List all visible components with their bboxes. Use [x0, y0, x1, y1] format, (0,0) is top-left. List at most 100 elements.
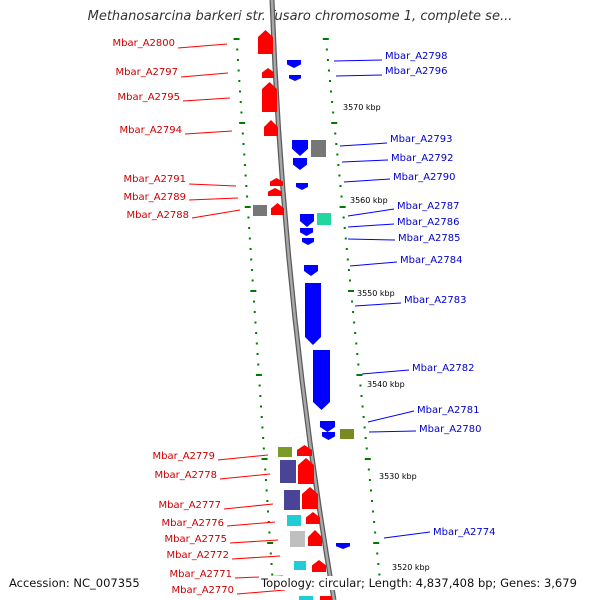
gene-label: Mbar_A2782	[412, 363, 475, 374]
label-leader	[223, 503, 274, 510]
left-tick	[254, 321, 257, 324]
label-leader	[347, 208, 395, 217]
left-tick	[261, 426, 264, 429]
scale-label: 3570 kbp	[343, 103, 381, 112]
gene-label: Mbar_A2796	[385, 66, 448, 77]
right-tick	[325, 48, 328, 51]
label-leader	[182, 97, 231, 102]
reverse-gene	[304, 265, 318, 276]
left-tick	[245, 185, 248, 187]
right-tick	[342, 216, 345, 219]
left-tick	[239, 122, 246, 124]
left-tick	[249, 248, 252, 250]
right-tick	[346, 258, 349, 261]
right-tick	[348, 279, 351, 282]
gene-label: Mbar_A2778	[154, 470, 217, 481]
scale-label: 3560 kbp	[350, 196, 388, 205]
right-tick	[331, 101, 334, 103]
right-tick	[368, 479, 371, 481]
other-feature	[284, 490, 300, 510]
forward-gene	[271, 203, 284, 215]
gene-label: Mbar_A2770	[171, 585, 234, 596]
label-leader	[180, 72, 229, 78]
left-tick	[239, 101, 242, 103]
left-tick	[250, 290, 257, 292]
summary-text: Topology: circular; Length: 4,837,408 bp…	[259, 576, 579, 590]
right-tick	[339, 185, 342, 187]
label-leaders	[177, 43, 431, 595]
map-title: Methanosarcina barkeri str. fusaro chrom…	[87, 9, 513, 24]
right-tick	[374, 531, 377, 534]
label-leader	[236, 589, 286, 595]
right-tick	[337, 164, 340, 166]
right-tick	[330, 90, 333, 93]
right-tick	[326, 59, 329, 61]
label-leader	[368, 430, 417, 433]
reverse-gene	[336, 543, 350, 549]
left-tick	[264, 479, 267, 481]
other-feature	[278, 447, 292, 457]
label-leader	[367, 410, 415, 423]
label-leader	[188, 183, 237, 187]
left-tick	[236, 59, 239, 61]
left-tick	[248, 237, 251, 240]
gene-label: Mbar_A2797	[115, 67, 178, 78]
right-tick	[329, 80, 331, 82]
left-tick	[247, 216, 250, 219]
left-tick	[244, 206, 251, 208]
label-leader	[354, 302, 402, 307]
forward-gene	[268, 188, 282, 196]
label-leader	[229, 539, 279, 544]
right-tick	[364, 437, 367, 439]
right-tick	[339, 206, 346, 208]
right-tick	[335, 143, 338, 145]
gene-label: Mbar_A2771	[169, 569, 232, 580]
right-tick	[360, 395, 363, 397]
left-tick	[260, 405, 263, 408]
gene-label: Mbar_A2781	[417, 405, 480, 416]
reverse-gene	[302, 238, 314, 245]
right-tick	[354, 332, 357, 334]
other-feature	[299, 596, 313, 600]
label-leader	[226, 521, 276, 527]
left-tick	[243, 164, 246, 166]
left-tick	[261, 458, 268, 460]
reverse-gene	[320, 421, 335, 432]
gene-label: Mbar_A2787	[397, 201, 460, 212]
left-tick	[264, 468, 267, 471]
gene-label: Mbar_A2784	[400, 255, 463, 266]
other-feature	[311, 140, 326, 157]
gene-label: Mbar_A2795	[117, 92, 180, 103]
backbone	[269, 0, 337, 600]
forward-gene	[264, 120, 278, 136]
left-tick	[233, 38, 240, 40]
right-tick	[351, 300, 354, 303]
scale-label: 3550 kbp	[357, 289, 395, 298]
right-tick	[334, 132, 337, 135]
label-leader	[383, 531, 431, 539]
reverse-gene	[300, 228, 313, 236]
other-feature	[287, 515, 301, 526]
right-tick	[340, 195, 343, 198]
right-tick	[344, 237, 347, 240]
right-tick	[377, 563, 380, 565]
left-tick	[265, 489, 268, 492]
left-tick	[262, 447, 265, 450]
other-feature	[280, 460, 296, 483]
left-tick	[250, 269, 253, 271]
left-tick	[259, 395, 262, 397]
gene-label: Mbar_A2792	[391, 153, 454, 164]
gene-label: Mbar_A2794	[119, 125, 182, 136]
gene-label: Mbar_A2774	[433, 527, 496, 538]
backbone-line	[270, 0, 336, 600]
right-tick	[367, 468, 370, 471]
right-tick	[322, 38, 329, 40]
label-leader	[184, 130, 233, 135]
left-tick	[236, 48, 239, 51]
gene-label: Mbar_A2772	[166, 550, 229, 561]
right-tick	[352, 311, 355, 313]
other-feature	[317, 213, 331, 225]
right-tick	[363, 426, 366, 429]
right-tick	[359, 384, 362, 387]
